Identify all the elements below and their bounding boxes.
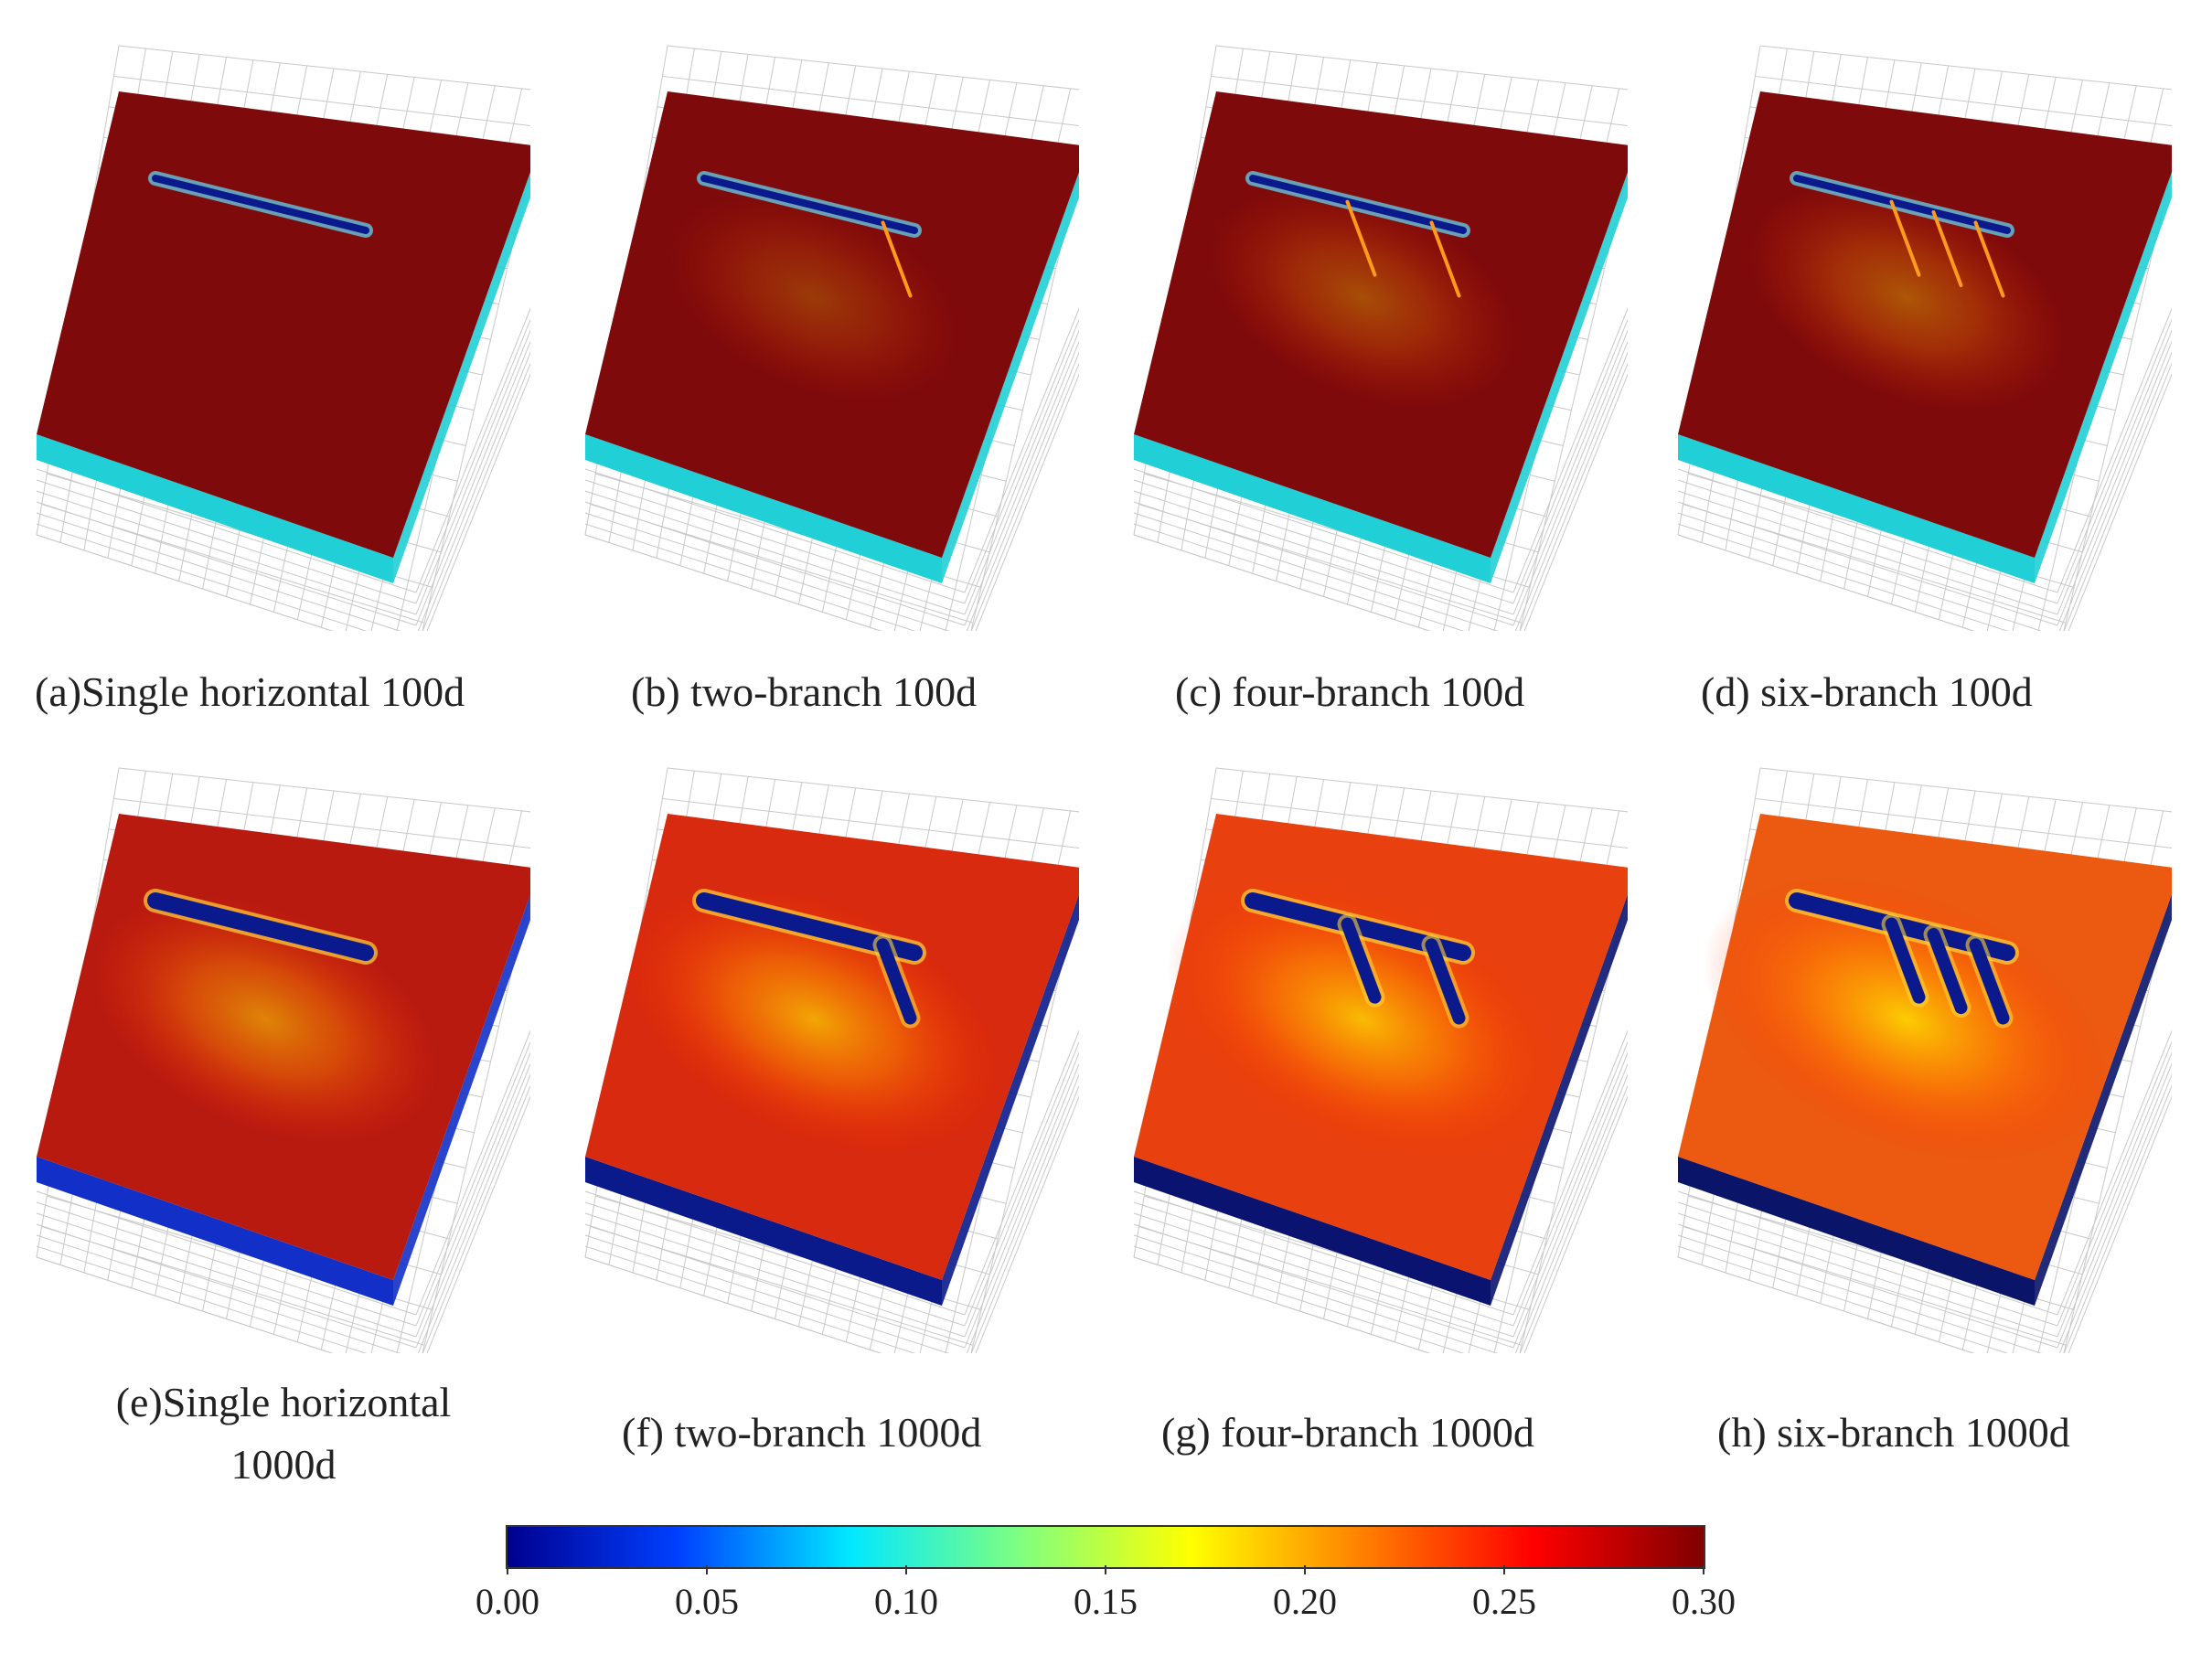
branch-wellbore [1425, 938, 1466, 1025]
block-front-face [585, 1157, 942, 1306]
reservoir-model-c [1133, 45, 1628, 631]
colorbar-tick-label: 0.30 [1672, 1581, 1736, 1622]
main-wellbore [700, 175, 918, 234]
depletion-halo [664, 189, 964, 405]
block-front-face [1134, 1157, 1491, 1306]
reservoir-model-f [584, 767, 1079, 1353]
block-front-face [1678, 434, 2035, 583]
caption-e: (e)Single horizontal 1000d [115, 1379, 452, 1488]
caption-c: (c) four-branch 100d [1175, 668, 1525, 715]
block-right-face [393, 172, 530, 583]
panel-e [18, 750, 530, 1353]
panel-c [1116, 27, 1628, 631]
colorbar-tick [905, 1565, 907, 1574]
block-right-face [942, 894, 1079, 1306]
panel-h [1660, 750, 2172, 1353]
colorbar-tick-label: 0.20 [1273, 1581, 1337, 1622]
colorbar-tick-label: 0.05 [675, 1581, 739, 1622]
branch-wellbore [1429, 220, 1461, 298]
block-right-face [942, 172, 1079, 583]
colorbar-tick [507, 1565, 508, 1574]
depletion-halo [1746, 182, 2068, 412]
panel-d [1660, 27, 2172, 631]
depletion-halo [135, 203, 395, 391]
block-front-face [37, 1157, 393, 1306]
branch-wellbore [881, 220, 913, 298]
main-wellbore [1249, 175, 1467, 234]
reservoir-model-h [1677, 767, 2172, 1353]
block-front-face [37, 434, 393, 583]
reservoir-model-d [1677, 45, 2172, 631]
panel-b [567, 27, 1079, 631]
colorbar-tick [1304, 1565, 1306, 1574]
caption-h: (h) six-branch 1000d [1717, 1409, 2070, 1456]
block-front-face [1134, 434, 1491, 583]
colorbar-tick [1503, 1565, 1505, 1574]
block-right-face [1491, 894, 1628, 1306]
block-front-face [1678, 1157, 2035, 1306]
colorbar-tick-label: 0.00 [476, 1581, 540, 1622]
branch-wellbore [876, 938, 917, 1025]
caption-b: (b) two-branch 100d [631, 668, 978, 715]
branch-wellbore [1931, 210, 1963, 288]
reservoir-model-a [36, 45, 530, 631]
main-wellbore [1793, 175, 2011, 234]
caption-d: (d) six-branch 100d [1701, 668, 2033, 715]
colorbar [506, 1525, 1705, 1569]
panel-a [18, 27, 530, 631]
block-right-face [393, 894, 530, 1306]
colorbar-tick [1105, 1565, 1106, 1574]
caption-a: (a)Single horizontal 100d [35, 668, 465, 715]
branch-wellbore [1889, 199, 1921, 277]
main-wellbore [147, 892, 374, 961]
depletion-halo [1205, 185, 1520, 410]
colorbar-tick-label: 0.15 [1074, 1581, 1138, 1622]
branch-wellbore [1927, 928, 1968, 1015]
panel-g [1116, 750, 1628, 1353]
colorbar-tick [706, 1565, 708, 1574]
colorbar-tick [1703, 1565, 1704, 1574]
branch-wellbore [1969, 938, 2010, 1025]
colorbar-tick-label: 0.10 [874, 1581, 938, 1622]
branch-wellbore [1341, 917, 1382, 1004]
reservoir-model-g [1133, 767, 1628, 1353]
main-wellbore [152, 175, 369, 234]
branch-wellbore [1345, 199, 1377, 277]
panel-f [567, 750, 1079, 1353]
branch-wellbore [1885, 917, 1926, 1004]
caption-f: (f) two-branch 1000d [622, 1409, 982, 1456]
colorbar-tick-label: 0.25 [1472, 1581, 1536, 1622]
caption-g: (g) four-branch 1000d [1161, 1409, 1534, 1456]
branch-wellbore [1973, 220, 2005, 298]
block-right-face [1491, 172, 1628, 583]
block-front-face [585, 434, 942, 583]
block-right-face [2035, 172, 2172, 583]
reservoir-model-e [36, 767, 530, 1353]
reservoir-model-b [584, 45, 1079, 631]
